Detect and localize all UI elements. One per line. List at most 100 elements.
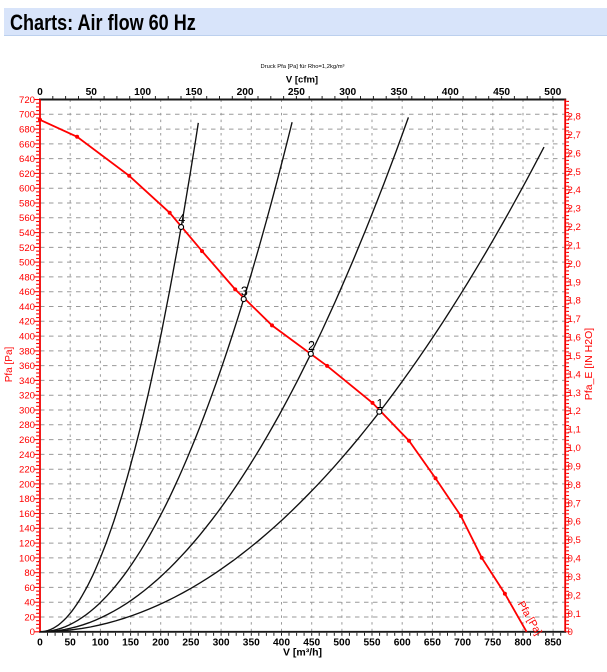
svg-text:540: 540	[19, 228, 35, 239]
svg-text:200: 200	[237, 87, 254, 98]
svg-text:0: 0	[37, 87, 43, 98]
svg-text:2,4: 2,4	[568, 185, 582, 196]
svg-text:2,7: 2,7	[568, 130, 581, 141]
svg-text:1,9: 1,9	[568, 277, 581, 288]
svg-text:700: 700	[454, 637, 471, 648]
svg-text:560: 560	[19, 213, 35, 224]
svg-text:50: 50	[86, 87, 98, 98]
svg-text:340: 340	[19, 376, 35, 387]
svg-text:500: 500	[19, 258, 35, 269]
svg-text:60: 60	[24, 583, 35, 594]
svg-text:180: 180	[19, 494, 35, 505]
svg-text:Pfa_E [IN H2O]: Pfa_E [IN H2O]	[583, 328, 595, 400]
svg-text:1,4: 1,4	[568, 369, 582, 380]
svg-text:360: 360	[19, 361, 35, 372]
svg-text:400: 400	[273, 637, 290, 648]
svg-text:40: 40	[24, 598, 35, 609]
svg-text:800: 800	[515, 637, 532, 648]
svg-text:0,9: 0,9	[568, 462, 581, 473]
svg-text:350: 350	[391, 87, 408, 98]
svg-text:2: 2	[308, 339, 315, 353]
svg-text:150: 150	[185, 87, 202, 98]
svg-text:400: 400	[442, 87, 459, 98]
svg-text:250: 250	[288, 87, 305, 98]
svg-text:700: 700	[19, 110, 35, 121]
svg-text:0,7: 0,7	[568, 498, 581, 509]
svg-text:Druck Pfa [Pa] für Rho=1,2kg/m: Druck Pfa [Pa] für Rho=1,2kg/m³	[261, 64, 345, 70]
svg-text:640: 640	[19, 154, 35, 165]
svg-text:720: 720	[19, 95, 35, 106]
svg-text:V [cfm]: V [cfm]	[286, 74, 318, 85]
svg-text:Pfa [Pa]: Pfa [Pa]	[4, 346, 15, 382]
svg-text:80: 80	[24, 568, 35, 579]
svg-text:0: 0	[568, 627, 573, 638]
svg-text:460: 460	[19, 287, 35, 298]
svg-text:380: 380	[19, 346, 35, 357]
svg-text:0: 0	[37, 637, 43, 648]
svg-text:1,1: 1,1	[568, 425, 581, 436]
svg-text:420: 420	[19, 317, 35, 328]
svg-text:1,3: 1,3	[568, 388, 581, 399]
svg-text:3: 3	[241, 284, 248, 298]
svg-text:2,6: 2,6	[568, 148, 581, 159]
svg-text:320: 320	[19, 391, 35, 402]
svg-text:520: 520	[19, 243, 35, 254]
svg-text:500: 500	[544, 87, 561, 98]
svg-text:1,0: 1,0	[568, 443, 581, 454]
svg-text:600: 600	[394, 637, 411, 648]
svg-text:2,3: 2,3	[568, 204, 581, 215]
svg-text:440: 440	[19, 302, 35, 313]
svg-text:20: 20	[24, 612, 35, 623]
svg-text:580: 580	[19, 198, 35, 209]
svg-text:0,1: 0,1	[568, 609, 581, 620]
svg-text:200: 200	[19, 479, 35, 490]
svg-text:450: 450	[493, 87, 510, 98]
svg-text:140: 140	[19, 524, 35, 535]
svg-text:100: 100	[19, 553, 35, 564]
svg-text:240: 240	[19, 450, 35, 461]
svg-text:0,4: 0,4	[568, 554, 582, 565]
svg-text:620: 620	[19, 169, 35, 180]
svg-text:2,8: 2,8	[568, 112, 581, 123]
svg-text:220: 220	[19, 465, 35, 476]
svg-text:600: 600	[19, 184, 35, 195]
svg-text:260: 260	[19, 435, 35, 446]
svg-text:0,3: 0,3	[568, 572, 581, 583]
svg-text:250: 250	[182, 637, 199, 648]
svg-text:0: 0	[30, 627, 35, 638]
svg-text:160: 160	[19, 509, 35, 520]
svg-text:680: 680	[19, 125, 35, 136]
svg-text:280: 280	[19, 420, 35, 431]
svg-text:1,2: 1,2	[568, 406, 581, 417]
svg-text:0,5: 0,5	[568, 535, 581, 546]
svg-text:300: 300	[19, 405, 35, 416]
svg-text:1,7: 1,7	[568, 314, 581, 325]
svg-text:650: 650	[424, 637, 441, 648]
svg-text:1,6: 1,6	[568, 333, 581, 344]
svg-text:480: 480	[19, 272, 35, 283]
svg-text:450: 450	[303, 637, 320, 648]
svg-text:0,2: 0,2	[568, 590, 581, 601]
svg-text:400: 400	[19, 332, 35, 343]
svg-text:120: 120	[19, 539, 35, 550]
svg-text:0,8: 0,8	[568, 480, 581, 491]
svg-text:350: 350	[243, 637, 260, 648]
svg-text:2,5: 2,5	[568, 167, 581, 178]
svg-text:300: 300	[213, 637, 230, 648]
svg-text:V [m³/h]: V [m³/h]	[283, 646, 322, 658]
svg-text:500: 500	[333, 637, 350, 648]
svg-text:100: 100	[92, 637, 109, 648]
svg-text:1,8: 1,8	[568, 296, 581, 307]
svg-text:100: 100	[134, 87, 151, 98]
svg-text:1: 1	[377, 397, 384, 411]
svg-text:2,0: 2,0	[568, 259, 581, 270]
svg-text:850: 850	[545, 637, 562, 648]
svg-text:2,2: 2,2	[568, 222, 581, 233]
svg-text:150: 150	[122, 637, 139, 648]
svg-text:660: 660	[19, 139, 35, 150]
svg-text:300: 300	[339, 87, 356, 98]
svg-text:550: 550	[364, 637, 381, 648]
svg-text:1,5: 1,5	[568, 351, 581, 362]
svg-text:50: 50	[65, 637, 77, 648]
svg-text:2,1: 2,1	[568, 241, 581, 252]
